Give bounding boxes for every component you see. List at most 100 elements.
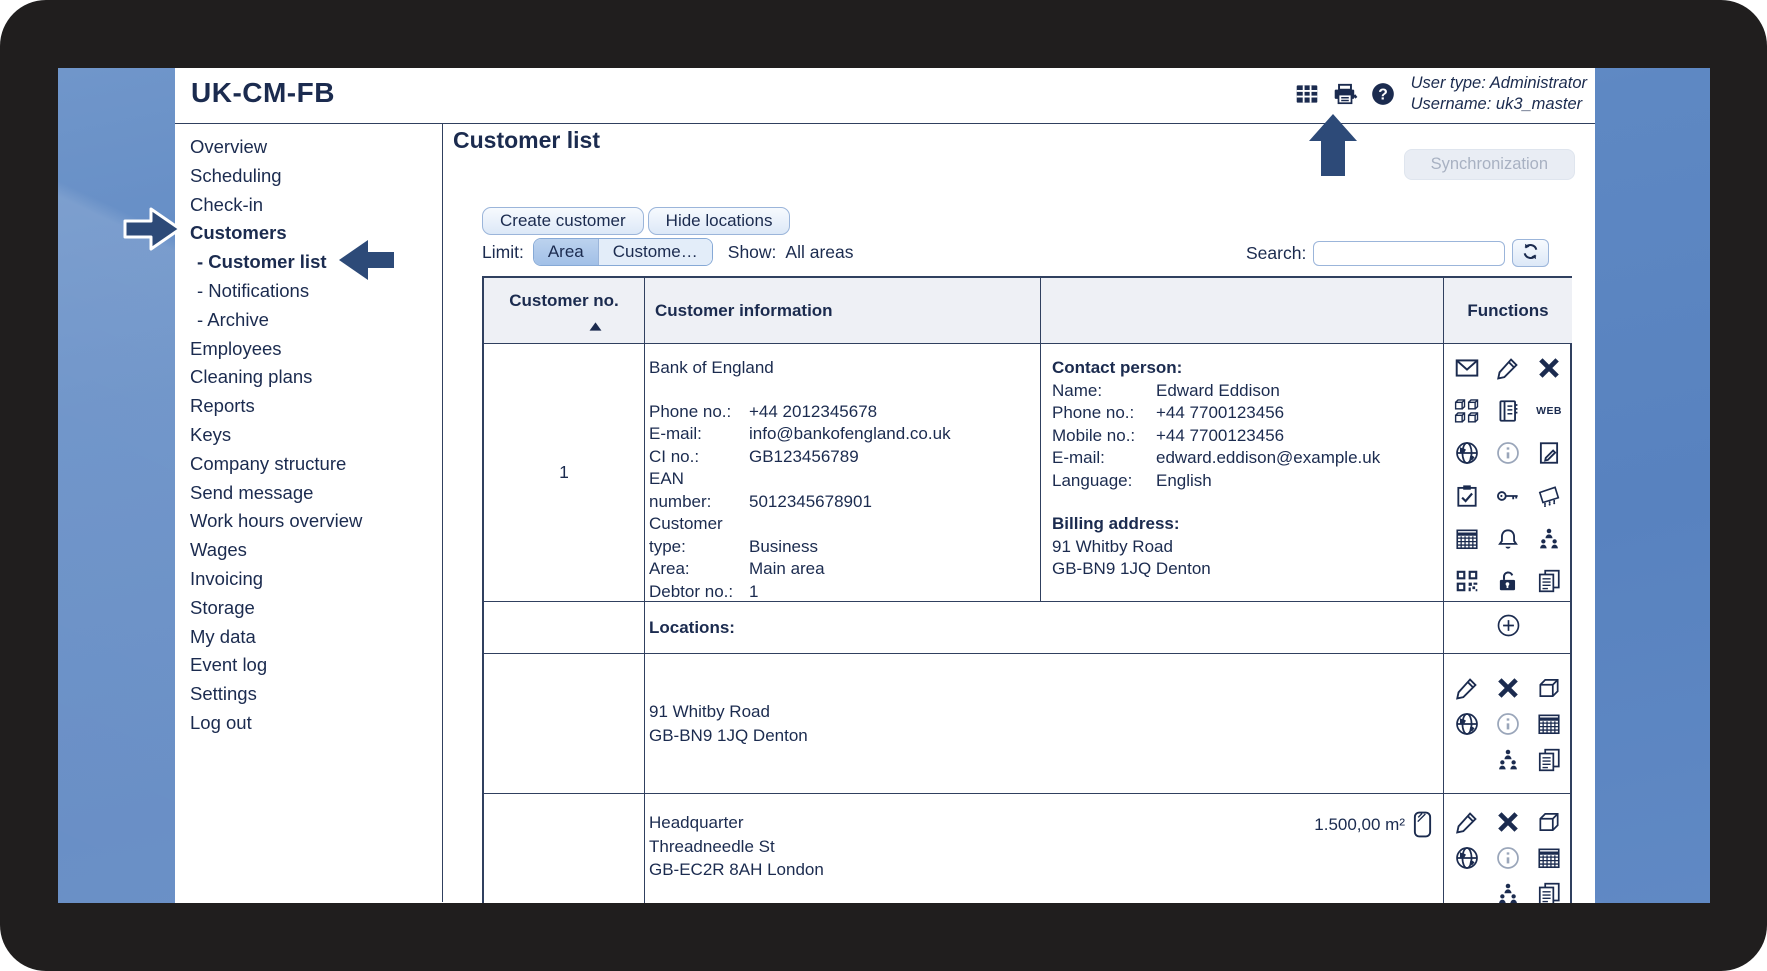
sidebar-item-customer-list[interactable]: - Customer list (197, 251, 327, 273)
sidebar-item-log-out[interactable]: Log out (190, 711, 252, 733)
create-customer-button[interactable]: Create customer (482, 207, 644, 235)
delete-x-icon[interactable] (1488, 674, 1529, 702)
detail-row: Area: Main area (649, 558, 1032, 581)
info-icon[interactable] (1488, 844, 1529, 872)
refresh-button[interactable] (1512, 239, 1550, 267)
text-line: GB-EC2R 8AH London (649, 860, 824, 879)
customer-functions-cell: WEB (1443, 343, 1572, 601)
sidebar-item-work-hours-overview[interactable]: Work hours overview (190, 510, 363, 532)
text-line: 91 Whitby Road (649, 702, 770, 721)
info-icon[interactable] (1488, 439, 1529, 467)
detail-label: Debtor no.: (649, 581, 734, 601)
contact-person-heading: Contact person: (1052, 358, 1183, 377)
detail-label: Name: (1052, 380, 1103, 400)
unlock-icon[interactable] (1488, 567, 1529, 595)
sidebar-item-settings[interactable]: Settings (190, 683, 257, 705)
detail-value: edward.eddison@example.uk (1156, 448, 1381, 467)
detail-label: Phone no.: (649, 401, 732, 421)
sidebar-item-wages[interactable]: Wages (190, 539, 247, 561)
detail-value: Edward Eddison (1156, 380, 1280, 400)
edit-pen-icon[interactable] (1447, 674, 1488, 702)
sidebar-item-event-log[interactable]: Event log (190, 654, 268, 676)
column-header-functions: Functions (1443, 278, 1572, 343)
info-icon[interactable] (1488, 710, 1529, 738)
area-sketch-icon[interactable] (1412, 810, 1433, 839)
sidebar-item-archive[interactable]: - Archive (197, 308, 269, 330)
help-icon[interactable]: ? (1370, 81, 1397, 108)
web-icon[interactable]: WEB (1536, 404, 1562, 417)
calendar-icon[interactable] (1447, 525, 1488, 553)
bell-icon[interactable] (1488, 525, 1529, 553)
detail-label: Customer type: (649, 514, 723, 556)
sidebar-item-employees[interactable]: Employees (190, 337, 282, 359)
text-line: GB-BN9 1JQ Denton (1052, 559, 1211, 578)
printer-icon[interactable] (1332, 81, 1359, 108)
copy-docs-icon[interactable] (1529, 746, 1570, 774)
empty-cell (484, 793, 644, 903)
location-row: Headquarter Threadneedle St GB-EC2R 8AH Lo… (644, 793, 1443, 903)
sidebar-item-overview[interactable]: Overview (190, 136, 268, 157)
sidebar-item-check-in[interactable]: Check-in (190, 193, 263, 215)
limit-tab-custome[interactable]: Custome… (597, 239, 712, 265)
detail-value: Main area (749, 559, 825, 578)
search-input[interactable] (1313, 240, 1506, 266)
note-edit-icon[interactable] (1529, 439, 1570, 467)
table-grid-icon[interactable] (1294, 81, 1321, 108)
text-line: Threadneedle St (649, 836, 775, 856)
sidebar-item-my-data[interactable]: My data (190, 625, 256, 647)
edit-pen-icon[interactable] (1488, 354, 1529, 382)
box-icon[interactable] (1529, 674, 1570, 702)
limit-tabs: Area Custome… (532, 238, 713, 266)
cubes-icon[interactable] (1447, 397, 1488, 425)
sidebar-item-invoicing[interactable]: Invoicing (190, 567, 264, 589)
sidebar-item-storage[interactable]: Storage (190, 596, 255, 618)
sidebar-item-customers[interactable]: Customers (190, 222, 287, 244)
ledger-icon[interactable] (1488, 397, 1529, 425)
org-people-icon[interactable] (1488, 746, 1529, 774)
sidebar-item-company-structure[interactable]: Company structure (190, 452, 347, 474)
detail-label: E-mail: (649, 424, 702, 443)
mail-icon[interactable] (1447, 354, 1488, 382)
org-people-icon[interactable] (1488, 880, 1529, 903)
sidebar-item-cleaning-plans[interactable]: Cleaning plans (190, 366, 313, 388)
sidebar-item-reports[interactable]: Reports (190, 395, 255, 417)
sidebar-item-notifications[interactable]: - Notifications (197, 279, 310, 301)
detail-label: Language: (1052, 470, 1133, 490)
delete-x-icon[interactable] (1488, 808, 1529, 836)
limit-tab-area[interactable]: Area (533, 239, 598, 265)
detail-row: CI no.: GB123456789 (649, 446, 1032, 469)
search-row: Search: (1246, 239, 1550, 267)
hide-locations-button[interactable]: Hide locations (647, 207, 791, 235)
copy-docs-icon[interactable] (1529, 880, 1570, 903)
globe-icon[interactable] (1447, 844, 1488, 872)
copy-docs-icon[interactable] (1529, 567, 1570, 595)
sidebar-item-keys[interactable]: Keys (190, 423, 232, 445)
delete-x-icon[interactable] (1529, 354, 1570, 382)
sidebar-item-scheduling[interactable]: Scheduling (190, 164, 282, 186)
key-icon[interactable] (1488, 482, 1529, 510)
detail-row: EAN number: 5012345678901 (649, 468, 1032, 513)
calendar-icon[interactable] (1529, 844, 1570, 872)
search-label: Search: (1246, 242, 1307, 263)
globe-icon[interactable] (1447, 710, 1488, 738)
box-icon[interactable] (1529, 808, 1570, 836)
column-header-customer-no[interactable]: Customer no. (484, 278, 644, 343)
calendar-icon[interactable] (1529, 710, 1570, 738)
detail-value: +44 7700123456 (1156, 425, 1285, 445)
qr-code-icon[interactable] (1447, 567, 1488, 595)
detail-value: +44 2012345678 (749, 401, 878, 421)
clipboard-check-icon[interactable] (1447, 482, 1488, 510)
sidebar-item-send-message[interactable]: Send message (190, 481, 314, 503)
empty-cell (484, 601, 644, 653)
edit-pen-icon[interactable] (1447, 808, 1488, 836)
location-area: 1.500,00 m² (1314, 810, 1433, 839)
org-people-icon[interactable] (1529, 525, 1570, 553)
detail-value: +44 7700123456 (1156, 403, 1285, 422)
synchronization-button[interactable]: Synchronization (1403, 149, 1575, 180)
add-circle-icon[interactable] (1496, 613, 1521, 643)
globe-icon[interactable] (1447, 439, 1488, 467)
refresh-icon (1521, 242, 1540, 264)
detail-label: Area: (649, 559, 690, 578)
detail-row: Phone no.: +44 2012345678 (649, 401, 1032, 424)
floor-plan-icon[interactable] (1529, 482, 1570, 510)
